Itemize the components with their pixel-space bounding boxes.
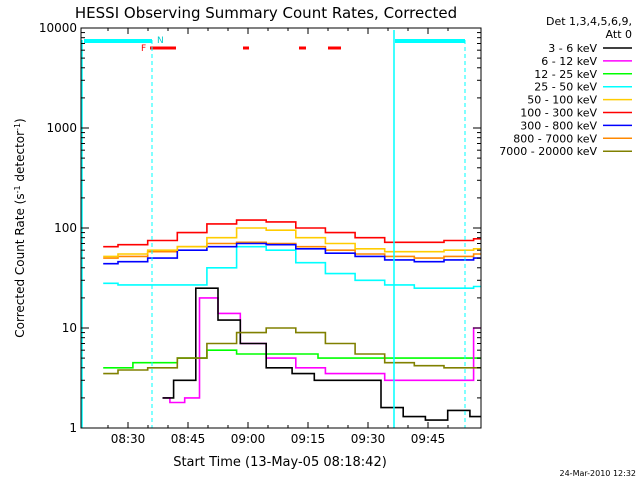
x-tick-label: 09:15: [291, 432, 326, 446]
legend-label: 7000 - 20000 keV: [499, 145, 597, 158]
legend-header-line-2: Att 0: [606, 28, 632, 41]
y-axis-label-sup: -1: [13, 185, 22, 193]
legend-label: 12 - 25 keV: [534, 68, 597, 81]
y-axis-label-mid: detector: [13, 131, 27, 186]
legend-label: 50 - 100 keV: [527, 94, 597, 107]
y-tick-label: 10: [62, 321, 77, 335]
series-line-7: [103, 242, 481, 265]
x-tick-label: 09:30: [351, 432, 386, 446]
y-axis-ticks: 1 10 100 1000 10000: [39, 21, 481, 435]
timestamp: 24-Mar-2010 12:32: [560, 469, 637, 478]
y-axis-label-main: Corrected Count Rate (s: [13, 193, 27, 337]
x-axis-ticks: 08:30 08:45 09:00 09:15 09:30 09:45: [107, 28, 449, 446]
legend-label: 300 - 800 keV: [520, 119, 597, 132]
flag-label-f: F: [141, 44, 146, 54]
y-tick-label: 100: [54, 221, 77, 235]
x-tick-label: 08:30: [111, 432, 146, 446]
series-line-6: [103, 219, 481, 248]
legend-label: 25 - 50 keV: [534, 81, 597, 94]
legend-label: 800 - 7000 keV: [513, 132, 597, 145]
x-tick-label: 09:00: [231, 432, 266, 446]
flag-label-n: N: [157, 36, 164, 46]
x-tick-label: 09:45: [411, 432, 446, 446]
legend-header-line-1: Det 1,3,4,5,6,9,: [546, 15, 632, 28]
legend-label: 100 - 300 keV: [520, 107, 597, 120]
y-axis-label-end: ): [13, 118, 27, 123]
x-tick-label: 08:45: [171, 432, 206, 446]
chart-title: HESSI Observing Summary Count Rates, Cor…: [75, 4, 457, 22]
y-tick-label: 10000: [39, 21, 77, 35]
plot-area: 08:30 08:45 09:00 09:15 09:30 09:45 1 10 100 100…: [39, 21, 482, 446]
overlay-lines: [81, 30, 466, 428]
series-line-5: [103, 227, 481, 258]
series-line-3: [103, 349, 481, 369]
series-line-1: [162, 287, 481, 421]
series-line-4: [103, 245, 481, 289]
legend-label: 6 - 12 keV: [541, 55, 597, 68]
y-tick-label: 1: [69, 421, 77, 435]
y-tick-label: 1000: [46, 121, 77, 135]
y-axis-label-sup-2: -1: [13, 123, 22, 131]
observing-flags: [84, 39, 465, 50]
x-axis-label: Start Time (13-May-05 08:18:42): [173, 455, 387, 470]
series-line-9: [103, 327, 481, 375]
y-axis-label: Corrected Count Rate (s-1 detector-1): [13, 118, 28, 337]
legend-label: 3 - 6 keV: [548, 42, 597, 55]
